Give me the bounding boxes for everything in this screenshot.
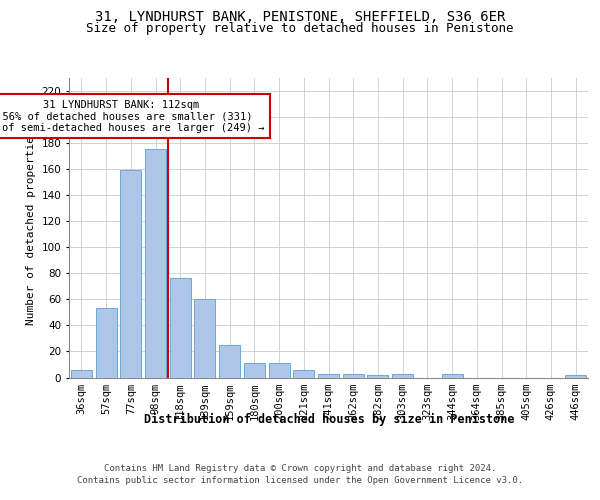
Bar: [442, 374, 463, 378]
Bar: [293, 370, 314, 378]
Bar: [95, 308, 116, 378]
Text: Distribution of detached houses by size in Penistone: Distribution of detached houses by size …: [143, 412, 514, 426]
Bar: [565, 375, 586, 378]
Bar: [244, 363, 265, 378]
Text: 31 LYNDHURST BANK: 112sqm
← 56% of detached houses are smaller (331)
42% of semi: 31 LYNDHURST BANK: 112sqm ← 56% of detac…: [0, 100, 265, 133]
Bar: [71, 370, 92, 378]
Bar: [120, 170, 141, 378]
Bar: [392, 374, 413, 378]
Bar: [367, 375, 388, 378]
Text: 31, LYNDHURST BANK, PENISTONE, SHEFFIELD, S36 6ER: 31, LYNDHURST BANK, PENISTONE, SHEFFIELD…: [95, 10, 505, 24]
Bar: [343, 374, 364, 378]
Text: Contains public sector information licensed under the Open Government Licence v3: Contains public sector information licen…: [77, 476, 523, 485]
Text: Contains HM Land Registry data © Crown copyright and database right 2024.: Contains HM Land Registry data © Crown c…: [104, 464, 496, 473]
Bar: [318, 374, 339, 378]
Bar: [219, 345, 240, 378]
Y-axis label: Number of detached properties: Number of detached properties: [26, 130, 36, 326]
Text: Size of property relative to detached houses in Penistone: Size of property relative to detached ho…: [86, 22, 514, 35]
Bar: [269, 363, 290, 378]
Bar: [170, 278, 191, 378]
Bar: [145, 149, 166, 378]
Bar: [194, 299, 215, 378]
